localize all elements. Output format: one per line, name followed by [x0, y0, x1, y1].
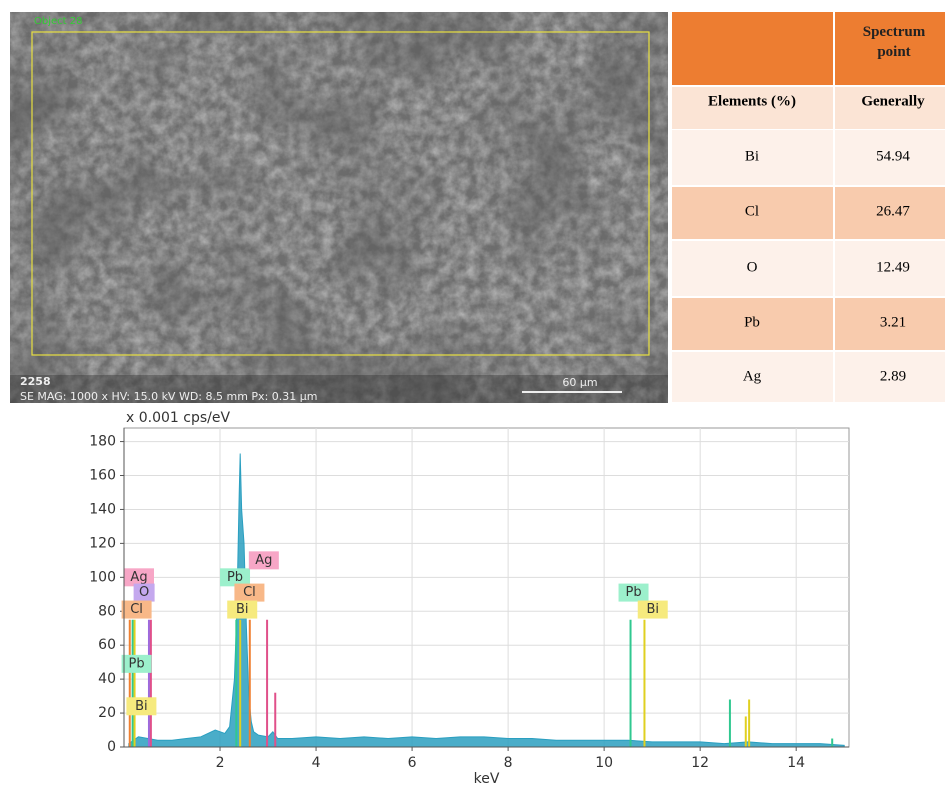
peak-label: Bi [646, 602, 659, 617]
header-text: Spectrum [863, 24, 926, 40]
peak-label: Pb [227, 570, 243, 585]
table: Spectrum point Elements (%) Generally Bi 5… [672, 12, 945, 402]
x-tick-label: 6 [408, 755, 417, 771]
peak-label-box [121, 600, 152, 619]
y-tick-label: 60 [98, 637, 116, 653]
x-tick-label: 8 [504, 755, 513, 771]
table-header: Spectrum point [863, 24, 926, 60]
peak-label: O [139, 585, 149, 600]
element-cell: Pb [744, 314, 760, 330]
peak-label: Pb [625, 585, 641, 600]
peak-label-box [126, 697, 157, 716]
peak-label: Bi [135, 699, 148, 714]
y-tick-label: 20 [98, 705, 116, 721]
value-cell: 2.89 [880, 368, 906, 384]
peak-label-box [618, 583, 649, 602]
scale-bar: 60 µm [562, 376, 597, 389]
peak-label: Ag [255, 553, 272, 568]
peak-label: Cl [243, 585, 256, 600]
x-tick-label: 12 [691, 755, 709, 771]
peak-label-box [248, 551, 279, 570]
peak-label: Ag [130, 570, 147, 585]
value-cell: 3.21 [880, 314, 906, 330]
peak-label-box [637, 600, 668, 619]
y-tick-label: 120 [89, 535, 116, 551]
x-axis-label: keV [474, 771, 500, 787]
peak-label: Bi [236, 602, 249, 617]
value-cell: 54.94 [876, 148, 910, 164]
peak-label: Pb [129, 656, 145, 671]
spectrum-area [128, 453, 845, 748]
x-tick-label: 10 [595, 755, 613, 771]
image-info: SE MAG: 1000 x HV: 15.0 kV WD: 8.5 mm Px… [20, 390, 317, 403]
chart-title: x 0.001 cps/eV [126, 410, 230, 426]
subheader-cell: Generally [861, 93, 925, 109]
peak-label-box [124, 568, 154, 587]
x-tick-label: 14 [787, 755, 805, 771]
y-tick-label: 40 [98, 671, 116, 687]
peak-label-box [121, 654, 152, 673]
element-cell: Bi [745, 148, 759, 164]
element-cell: O [747, 259, 758, 275]
object-label: Object 28 [34, 16, 82, 27]
peak-label-box [227, 600, 258, 619]
peak-label: Cl [130, 602, 143, 617]
value-cell: 26.47 [876, 203, 910, 219]
peak-label-box [133, 583, 155, 602]
y-tick-label: 80 [98, 603, 116, 619]
y-tick-label: 0 [107, 739, 116, 755]
y-tick-label: 160 [89, 468, 116, 484]
y-tick-label: 100 [89, 569, 116, 585]
x-tick-label: 4 [312, 755, 321, 771]
y-tick-label: 180 [89, 434, 116, 450]
subheader-cell: Elements (%) [708, 93, 796, 109]
header-text-line: point [877, 44, 910, 60]
element-cell: Ag [743, 368, 762, 384]
peak-label-box [220, 568, 251, 587]
image-id: 2258 [20, 375, 51, 388]
sem-image: Object 28 2258 SE MAG: 1000 x HV: 15.0 k… [10, 12, 668, 403]
x-tick-label: 2 [216, 755, 225, 771]
chart: x 0.001 cps/eV keV 0 20 40 60 80 100 120 140 160 18… [89, 410, 850, 787]
y-tick-label: 140 [89, 501, 116, 517]
peak-label-box [234, 583, 265, 602]
element-cell: Cl [745, 203, 759, 219]
value-cell: 12.49 [876, 259, 910, 275]
